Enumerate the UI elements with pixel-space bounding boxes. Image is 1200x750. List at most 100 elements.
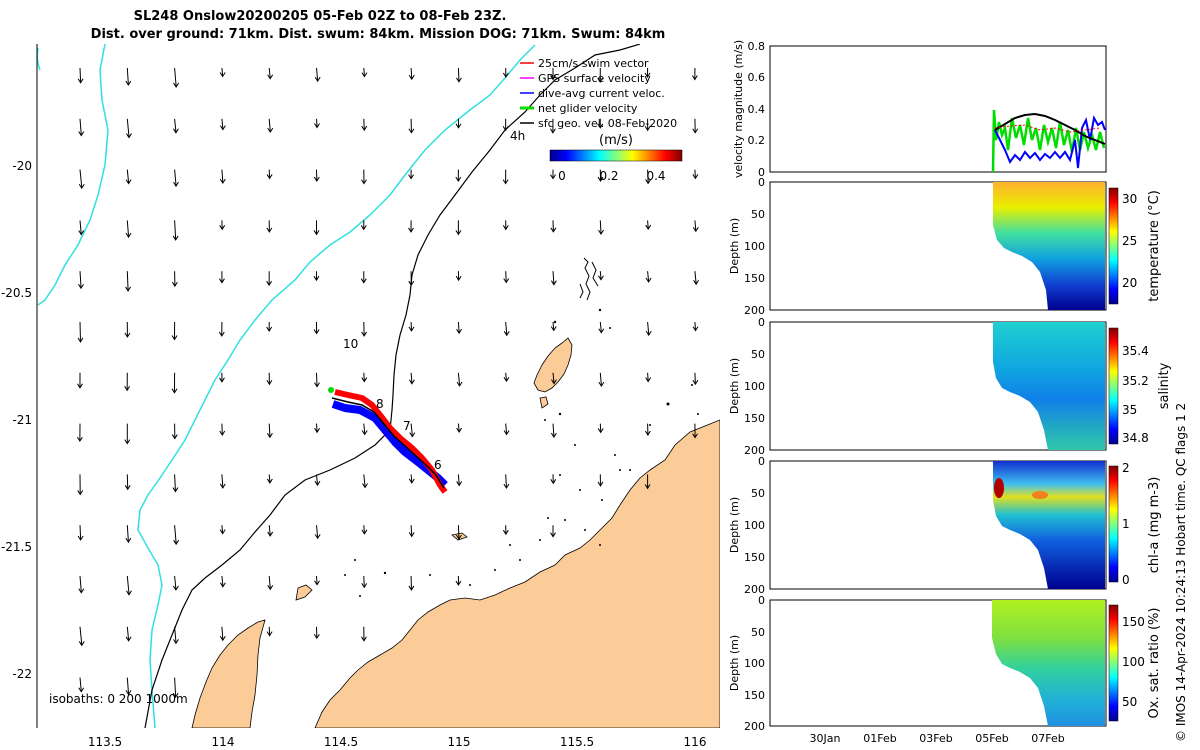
velocity-arrow bbox=[79, 626, 83, 645]
velocity-arrow bbox=[126, 626, 130, 640]
velocity-arrow-head bbox=[219, 483, 226, 489]
velocity-arrow bbox=[79, 525, 82, 540]
velocity-arrow-head bbox=[219, 72, 226, 78]
velocity-arrow-head bbox=[267, 127, 274, 134]
barrow-island bbox=[533, 337, 573, 393]
map-x-tick: 114.5 bbox=[324, 735, 358, 749]
velocity-arrow bbox=[505, 372, 507, 381]
small-island bbox=[539, 396, 549, 409]
velocity-arrow-head bbox=[267, 585, 274, 591]
oxygen-panel: Depth (m) 0 50 100 150 200 150 100 50 Ox… bbox=[728, 594, 1162, 745]
velocity-arrow-head bbox=[266, 280, 273, 287]
velocity-arrow-head bbox=[125, 80, 132, 86]
velocity-arrow-head bbox=[503, 278, 510, 284]
velocity-arrow-head bbox=[644, 430, 651, 436]
chla-y-tick: 100 bbox=[744, 519, 765, 532]
legend-sfc-geo: sfc geo. vel. 08-Feb-2020 bbox=[538, 117, 677, 130]
velocity-arrow-head bbox=[503, 430, 510, 436]
map-x-tick: 116 bbox=[684, 735, 707, 749]
velocity-arrow-head bbox=[77, 337, 84, 343]
velocity-arrow-head bbox=[408, 379, 415, 385]
map-y-tick: -20.5 bbox=[1, 286, 32, 300]
velocity-arrow-head bbox=[362, 483, 368, 489]
velocity-arrow-head bbox=[455, 123, 462, 129]
velocity-arrow-head bbox=[124, 386, 131, 392]
track-label-10: 10 bbox=[343, 337, 358, 351]
velocity-arrow bbox=[410, 423, 413, 436]
velocity-arrow-head bbox=[455, 534, 462, 540]
legend-net-glider: net glider velocity bbox=[538, 102, 638, 115]
velocity-arrow-head bbox=[645, 179, 652, 185]
oxygen-colorbar bbox=[1108, 604, 1119, 722]
velocity-arrow-head bbox=[597, 176, 604, 183]
velocity-arrow bbox=[505, 321, 508, 335]
chla-y-tick: 150 bbox=[744, 551, 765, 564]
velocity-arrow-head bbox=[267, 531, 274, 537]
velocity-arrow bbox=[363, 525, 365, 533]
velocity-arrow-head bbox=[361, 377, 368, 383]
velocity-arrow-head bbox=[692, 433, 698, 439]
map-x-tick: 114 bbox=[212, 735, 235, 749]
velocity-arrow-head bbox=[77, 78, 84, 84]
velocity-arrow-head bbox=[78, 641, 85, 647]
salinity-colorbar bbox=[1108, 327, 1119, 445]
velocity-arrow-head bbox=[314, 382, 320, 388]
oxygen-y-tick: 0 bbox=[758, 594, 765, 607]
velocity-arrow-head bbox=[361, 430, 368, 436]
salinity-ylabel: Depth (m) bbox=[728, 358, 741, 414]
velocity-arrow-head bbox=[597, 481, 604, 487]
velocity-arrow-head bbox=[598, 229, 604, 236]
velocity-arrow bbox=[174, 474, 176, 491]
track-start-marker bbox=[328, 387, 334, 393]
velocity-arrow-head bbox=[77, 383, 83, 389]
velocity-arrow-head bbox=[550, 75, 556, 81]
map-colorbar: (m/s) 0 0.2 0.4 bbox=[549, 133, 683, 183]
velocity-arrow bbox=[174, 169, 177, 186]
velocity-arrow-head bbox=[267, 74, 274, 80]
velocity-arrow bbox=[647, 169, 649, 183]
velocity-arrow-head bbox=[313, 633, 320, 640]
oxygen-section bbox=[992, 600, 1105, 726]
velocity-arrow-head bbox=[502, 72, 509, 78]
velocity-arrow-head bbox=[219, 582, 226, 588]
salinity-cbar-tick: 35 bbox=[1122, 403, 1137, 417]
velocity-arrow-head bbox=[361, 72, 368, 78]
chla-cbar-tick: 1 bbox=[1122, 517, 1130, 531]
velocity-arrow bbox=[552, 423, 555, 437]
time-x-tick: 01Feb bbox=[863, 732, 896, 745]
velocity-arrow-head bbox=[173, 181, 179, 188]
velocity-arrow-head bbox=[360, 278, 367, 284]
velocity-arrow-head bbox=[313, 176, 320, 182]
chla-ylabel: Depth (m) bbox=[728, 497, 741, 553]
velocity-arrow-head bbox=[644, 484, 651, 490]
velocity-arrow bbox=[316, 372, 318, 386]
velocity-arrow-head bbox=[218, 331, 225, 337]
velocity-arrow-head bbox=[172, 739, 177, 743]
velocity-arrow bbox=[552, 271, 555, 284]
velocity-arrow-head bbox=[597, 123, 604, 129]
velocity-arrow-head bbox=[313, 230, 320, 236]
velocity-arrow-head bbox=[171, 335, 178, 341]
velocity-arrow-head bbox=[172, 585, 179, 591]
temperature-colorbar bbox=[1108, 187, 1119, 305]
velocity-arrow bbox=[647, 220, 649, 229]
map-panel: 10 8 7 6 4h 25cm/s swim vector GPS surfa… bbox=[1, 44, 720, 749]
velocity-arrow bbox=[552, 321, 555, 330]
velocity-arrow-head bbox=[408, 174, 415, 180]
salinity-y-tick: 50 bbox=[751, 348, 765, 361]
velocity-arrow bbox=[174, 575, 177, 590]
velocity-arrow-head bbox=[550, 532, 556, 538]
velocity-arrow-head bbox=[456, 481, 463, 487]
velocity-arrow bbox=[599, 321, 602, 332]
map-colorbar-tick-0: 0 bbox=[558, 169, 566, 183]
velocity-arrow-head bbox=[645, 330, 652, 337]
velocity-arrow-head bbox=[314, 427, 321, 434]
velocity-arrow-head bbox=[219, 529, 226, 535]
velocity-arrow-head bbox=[78, 588, 85, 594]
velocity-arrow-head bbox=[503, 483, 510, 490]
velocity-arrow-head bbox=[408, 280, 415, 287]
velocity-arrow bbox=[79, 575, 82, 592]
montebello-islands bbox=[579, 257, 599, 301]
velocity-arrow bbox=[552, 372, 555, 383]
velocity-arrow-head bbox=[598, 381, 605, 388]
